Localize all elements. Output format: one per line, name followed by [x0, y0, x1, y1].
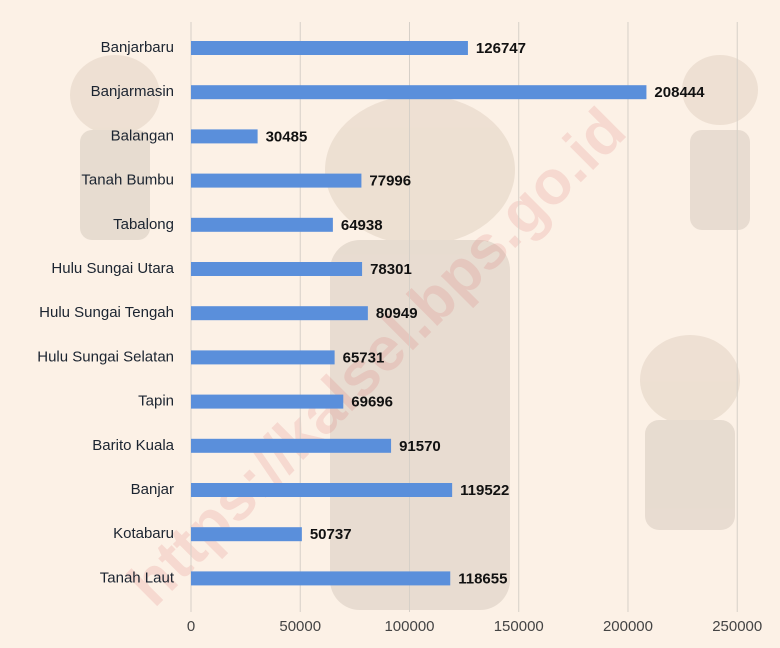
bar	[191, 306, 368, 320]
x-tick-label: 150000	[494, 618, 544, 635]
bar	[191, 41, 468, 55]
x-tick-label: 250000	[712, 618, 762, 635]
chart: https://kalsel.bps.go.id 050000100000150…	[0, 0, 780, 648]
value-label: 64938	[341, 217, 383, 234]
value-label: 78301	[370, 261, 412, 278]
x-tick-label: 100000	[384, 618, 434, 635]
bar	[191, 527, 302, 541]
value-label: 77996	[369, 173, 411, 190]
bar	[191, 129, 258, 143]
value-label: 126747	[476, 40, 526, 57]
value-label: 80949	[376, 305, 418, 322]
y-tick-label: Barito Kuala	[92, 437, 174, 454]
y-tick-label: Balangan	[111, 127, 174, 144]
bar	[191, 262, 362, 276]
x-tick-label: 50000	[279, 618, 321, 635]
bar	[191, 218, 333, 232]
bar	[191, 571, 450, 585]
value-label: 65731	[343, 349, 385, 366]
y-tick-label: Hulu Sungai Selatan	[37, 348, 174, 365]
value-label: 30485	[266, 128, 308, 145]
value-label: 118655	[458, 570, 507, 587]
value-label: 69696	[351, 394, 393, 411]
y-tick-label: Tapin	[138, 393, 174, 410]
value-label: 119522	[460, 482, 509, 499]
y-tick-label: Hulu Sungai Tengah	[39, 304, 174, 321]
value-label: 91570	[399, 438, 441, 455]
bar	[191, 350, 335, 364]
value-label: 208444	[654, 84, 705, 101]
y-tick-label: Tanah Laut	[100, 569, 175, 586]
bar	[191, 439, 391, 453]
bar	[191, 483, 452, 497]
y-tick-label: Tabalong	[113, 216, 174, 233]
x-tick-label: 0	[187, 618, 195, 635]
bar	[191, 174, 361, 188]
bar	[191, 395, 343, 409]
x-tick-label: 200000	[603, 618, 653, 635]
bar	[191, 85, 646, 99]
y-tick-label: Banjarmasin	[91, 83, 174, 100]
y-tick-label: Hulu Sungai Utara	[51, 260, 174, 277]
y-tick-label: Kotabaru	[113, 525, 174, 542]
y-tick-label: Banjar	[131, 481, 174, 498]
value-label: 50737	[310, 526, 352, 543]
y-tick-label: Tanah Bumbu	[81, 172, 174, 189]
y-tick-label: Banjarbaru	[101, 39, 174, 56]
